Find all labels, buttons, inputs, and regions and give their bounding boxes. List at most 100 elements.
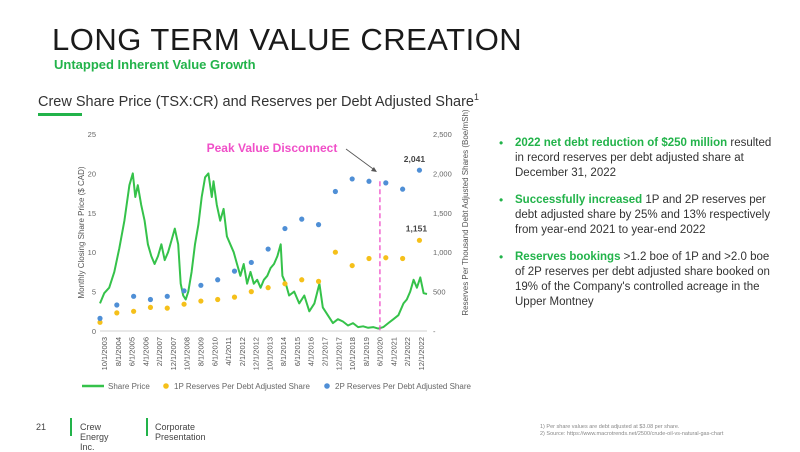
y-tick-label-right: 2,000 bbox=[433, 169, 452, 178]
x-tick-label: 6/1/2010 bbox=[210, 337, 219, 366]
reserves-1p-point bbox=[265, 285, 271, 291]
x-tick-label: 10/1/2008 bbox=[183, 337, 192, 370]
x-tick-label: 12/1/2007 bbox=[169, 337, 178, 370]
bullet-highlight: Successfully increased bbox=[515, 194, 643, 206]
y-tick-label-right: 2,500 bbox=[433, 130, 452, 139]
x-tick-label: 4/1/2016 bbox=[307, 337, 316, 366]
x-tick-label: 6/1/2020 bbox=[376, 337, 385, 366]
bullet-text: >1.2 boe of 1P and >2.0 boe of 2P reserv… bbox=[515, 251, 770, 308]
reserves-2p-point bbox=[215, 277, 221, 283]
y-tick-label-left: 20 bbox=[88, 169, 96, 178]
reserves-1p-point bbox=[231, 294, 238, 300]
y-tick-label-left: 15 bbox=[88, 209, 96, 218]
legend-label-2p: 2P Reserves Per Debt Adjusted Share bbox=[335, 382, 471, 391]
x-tick-label: 12/1/2017 bbox=[334, 337, 343, 370]
y-tick-label-right: 1,500 bbox=[433, 209, 452, 218]
reserves-2p-point bbox=[97, 315, 103, 321]
legend-label-share-price: Share Price bbox=[108, 382, 150, 391]
footnote: 1) Per share values are debt adjusted at… bbox=[540, 424, 680, 430]
reserves-1p-point bbox=[366, 255, 372, 262]
reserves-1p-point bbox=[215, 296, 221, 303]
chart-heading-footnote: 1 bbox=[474, 92, 480, 102]
bullet-highlight: Reserves bookings bbox=[515, 251, 621, 263]
y-tick-label-left: 0 bbox=[92, 327, 96, 336]
x-tick-label: 8/1/2014 bbox=[279, 337, 288, 366]
y-tick-label-right: 1,000 bbox=[433, 248, 452, 257]
reserves-2p-point bbox=[315, 222, 322, 228]
reserves-2p-point bbox=[366, 178, 372, 184]
page-subtitle: Untapped Inherent Value Growth bbox=[54, 57, 256, 72]
data-label-1p-last: 1,151 bbox=[406, 223, 428, 233]
annotation-label: Peak Value Disconnect bbox=[207, 141, 338, 155]
y-tick-label-right: - bbox=[433, 327, 436, 336]
x-tick-label: 8/1/2019 bbox=[362, 337, 371, 366]
reserves-1p-point bbox=[299, 277, 305, 283]
reserves-2p-point bbox=[198, 282, 204, 288]
reserves-1p-point bbox=[181, 301, 187, 307]
bullet-text: resulted in record reserves per debt adj… bbox=[515, 137, 772, 179]
legend-swatch-2p bbox=[324, 383, 330, 389]
x-tick-label: 2/1/2007 bbox=[155, 337, 164, 366]
x-tick-label: 2/1/2022 bbox=[403, 337, 412, 366]
y-tick-label-left: 10 bbox=[88, 248, 96, 257]
reserves-2p-point bbox=[114, 302, 120, 308]
x-tick-label: 10/1/2013 bbox=[265, 337, 274, 370]
reserves-2p-point bbox=[265, 246, 271, 252]
reserves-2p-point bbox=[332, 188, 338, 195]
legend-label-1p: 1P Reserves Per Debt Adjusted Share bbox=[174, 382, 310, 391]
y-tick-label-left: 25 bbox=[88, 130, 96, 139]
share-price-line bbox=[99, 172, 428, 330]
reserves-2p-point bbox=[231, 268, 238, 274]
reserves-2p-point bbox=[383, 180, 389, 186]
reserves-1p-point bbox=[383, 255, 389, 261]
reserves-1p-point bbox=[416, 237, 423, 243]
reserves-1p-point bbox=[164, 305, 170, 311]
x-tick-label: 2/1/2012 bbox=[238, 337, 247, 366]
page-title: LONG TERM VALUE CREATION bbox=[52, 22, 523, 57]
y-axis-label-right: Reserves Per Thousand Debt Adjusted Shar… bbox=[461, 109, 470, 316]
bullet-item: Reserves bookings >1.2 boe of 1P and >2.… bbox=[497, 250, 777, 310]
reserves-2p-point bbox=[164, 293, 170, 299]
reserves-2p-point bbox=[400, 186, 406, 192]
x-tick-label: 10/1/2018 bbox=[348, 337, 357, 370]
footer-company: Crew Energy Inc. bbox=[80, 422, 109, 452]
x-tick-label: 8/1/2004 bbox=[114, 337, 123, 366]
heading-underline bbox=[38, 113, 82, 116]
annotation-arrowhead bbox=[370, 167, 377, 172]
reserves-2p-point bbox=[349, 176, 355, 182]
reserves-1p-point bbox=[349, 262, 355, 269]
x-tick-label: 2/1/2017 bbox=[321, 337, 330, 366]
x-tick-label: 4/1/2021 bbox=[389, 337, 398, 366]
reserves-1p-point bbox=[315, 278, 322, 284]
bullet-item: 2022 net debt reduction of $250 million … bbox=[497, 136, 777, 181]
bullet-highlight: 2022 net debt reduction of $250 million bbox=[515, 137, 728, 149]
page-number: 21 bbox=[36, 422, 47, 432]
data-label-2p-last: 2,041 bbox=[404, 154, 426, 164]
x-tick-label: 8/1/2009 bbox=[196, 337, 205, 366]
y-tick-label-right: 500 bbox=[433, 288, 446, 297]
x-tick-label: 6/1/2015 bbox=[293, 337, 302, 366]
reserves-2p-point bbox=[248, 259, 254, 266]
reserves-1p-point bbox=[198, 298, 204, 304]
footer-presentation: Corporate Presentation bbox=[155, 422, 206, 442]
reserves-2p-point bbox=[416, 167, 423, 173]
reserves-1p-point bbox=[400, 255, 406, 262]
footnote: 2) Source: https://www.macrotrends.net/2… bbox=[540, 431, 724, 437]
chart-heading: Crew Share Price (TSX:CR) and Reserves p… bbox=[38, 92, 479, 110]
annotation-arrow bbox=[345, 148, 377, 172]
reserves-2p-point bbox=[299, 216, 305, 222]
bullet-item: Successfully increased 1P and 2P reserve… bbox=[497, 193, 777, 238]
x-tick-label: 12/1/2012 bbox=[252, 337, 261, 370]
reserves-2p-point bbox=[131, 293, 137, 299]
x-tick-label: 10/1/2003 bbox=[100, 337, 109, 370]
x-tick-label: 4/1/2006 bbox=[141, 337, 150, 366]
reserves-1p-point bbox=[114, 310, 120, 316]
reserves-1p-point bbox=[282, 281, 288, 287]
x-tick-label: 12/1/2022 bbox=[417, 337, 426, 370]
reserves-1p-point bbox=[147, 304, 154, 310]
reserves-1p-point bbox=[97, 319, 103, 325]
y-tick-label-left: 5 bbox=[92, 288, 96, 297]
reserves-1p-point bbox=[332, 249, 338, 255]
reserves-1p-point bbox=[248, 289, 254, 295]
